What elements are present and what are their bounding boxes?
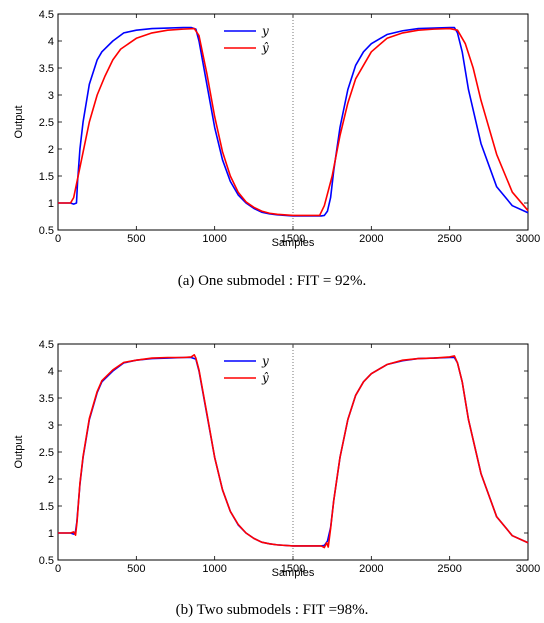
chart-b-xlabel: Samples (272, 567, 315, 579)
chart-b-legend: y ŷ (224, 354, 269, 385)
chart-b-ytick-label: 3.5 (39, 393, 54, 405)
chart-b-ytick-label: 3 (48, 420, 54, 432)
chart-a-xtick-label: 2000 (359, 233, 383, 245)
chart-b-ytick-label: 0.5 (39, 555, 54, 567)
chart-b-ytick-label: 1.5 (39, 501, 54, 513)
chart-b-xtick-label: 3000 (516, 563, 540, 575)
chart-a-ytick-label: 0.5 (39, 225, 54, 237)
chart-b-ytick-label: 4 (48, 366, 54, 378)
chart-a-xtick-label: 0 (55, 233, 61, 245)
chart-b-series (58, 354, 529, 549)
chart-b-ytick-label: 4.5 (39, 339, 54, 351)
chart-b-y-ticks: 0.5 1 1.5 2 2.5 3 3.5 4 4.5 (39, 339, 528, 567)
chart-a-legend-label-y: y (261, 24, 269, 38)
chart-a-ytick-label: 3 (48, 90, 54, 102)
chart-a-ytick-label: 4.5 (39, 9, 54, 21)
chart-b-xtick-label: 2500 (437, 563, 461, 575)
chart-b: 0.5 1 1.5 2 2.5 3 3.5 4 4.5 0 500 1000 1500 2000 2500… (13, 339, 540, 618)
chart-a-ytick-label: 2 (48, 144, 54, 156)
chart-a-ytick-label: 2.5 (39, 117, 54, 129)
chart-b-xtick-label: 0 (55, 563, 61, 575)
chart-b-series-yhat-line (58, 354, 529, 549)
chart-a-xtick-label: 1500 (281, 233, 305, 245)
chart-a-xtick-label: 3000 (516, 233, 540, 245)
chart-a-series (58, 26, 529, 217)
chart-a-xtick-label: 1000 (202, 233, 226, 245)
chart-b-ylabel: Output (13, 435, 25, 468)
chart-b-ytick-label: 2 (48, 474, 54, 486)
chart-b-xtick-label: 2000 (359, 563, 383, 575)
chart-a-ytick-label: 4 (48, 36, 54, 48)
chart-a-ytick-label: 1 (48, 198, 54, 210)
chart-b-xtick-label: 1500 (281, 563, 305, 575)
chart-b-xtick-label: 500 (127, 563, 145, 575)
chart-b-xtick-label: 1000 (202, 563, 226, 575)
chart-a-xtick-label: 2500 (437, 233, 461, 245)
chart-a-xtick-label: 500 (127, 233, 145, 245)
chart-b-x-ticks: 0 500 1000 1500 2000 2500 3000 (55, 344, 540, 575)
chart-a-xlabel: Samples (272, 237, 315, 249)
chart-a-legend-label-yhat: ŷ (261, 41, 269, 55)
chart-a-series-yhat-line (58, 27, 529, 217)
chart-a-caption: (a) One submodel : FIT = 92%. (178, 273, 367, 289)
chart-a-ytick-label: 1.5 (39, 171, 54, 183)
chart-a-ylabel: Output (13, 105, 25, 138)
chart-a: 0.5 1 1.5 2 2.5 3 3.5 4 4.5 0 500 1000 1500 2000 2500… (13, 9, 540, 289)
chart-b-caption: (b) Two submodels : FIT =98%. (176, 602, 369, 618)
chart-b-ytick-label: 1 (48, 528, 54, 540)
chart-a-legend: y ŷ (224, 24, 269, 55)
chart-a-y-ticks: 0.5 1 1.5 2 2.5 3 3.5 4 4.5 (39, 9, 528, 237)
chart-b-legend-label-yhat: ŷ (261, 371, 269, 385)
chart-b-ytick-label: 2.5 (39, 447, 54, 459)
chart-b-legend-label-y: y (261, 354, 269, 368)
chart-a-ytick-label: 3.5 (39, 63, 54, 75)
chart-a-x-ticks: 0 500 1000 1500 2000 2500 3000 (55, 14, 540, 245)
chart-a-series-y-line (58, 26, 529, 217)
